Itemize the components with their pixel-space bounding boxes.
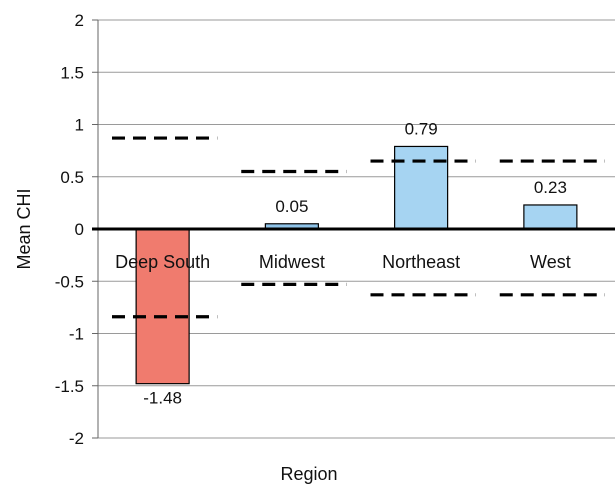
bar-west: [523, 204, 578, 230]
bars: [135, 145, 578, 385]
y-tick-label: -0.5: [55, 272, 84, 291]
category-label-midwest: Midwest: [259, 252, 325, 272]
data-label-northeast: 0.79: [405, 119, 438, 138]
category-label-deep-south: Deep South: [115, 252, 210, 272]
y-tick-label: 1.5: [60, 63, 84, 82]
bar-northeast: [394, 145, 449, 230]
y-tick-label: -1.5: [55, 377, 84, 396]
data-labels: -1.48 0.05 0.79 0.23: [143, 119, 567, 407]
data-label-deep-south: -1.48: [143, 389, 182, 408]
category-label-west: West: [530, 252, 571, 272]
y-tick-labels: 2 1.5 1 0.5 0 -0.5 -1 -1.5 -2: [55, 11, 84, 448]
data-label-west: 0.23: [534, 178, 567, 197]
y-tick-label: 1: [75, 116, 84, 135]
y-tick-label: -1: [69, 325, 84, 344]
y-tick-label: 0: [75, 220, 84, 239]
y-tick-label: -2: [69, 429, 84, 448]
x-axis-title: Region: [280, 464, 337, 484]
y-axis-title: Mean CHI: [14, 188, 34, 269]
grid-lines: [92, 19, 615, 439]
y-tick-label: 2: [75, 11, 84, 30]
category-label-northeast: Northeast: [382, 252, 460, 272]
reference-lines: [112, 136, 605, 319]
y-tick-label: 0.5: [60, 168, 84, 187]
category-labels: Deep South Midwest Northeast West: [115, 252, 571, 272]
data-label-midwest: 0.05: [275, 197, 308, 216]
bar-deep-south: [135, 228, 190, 385]
